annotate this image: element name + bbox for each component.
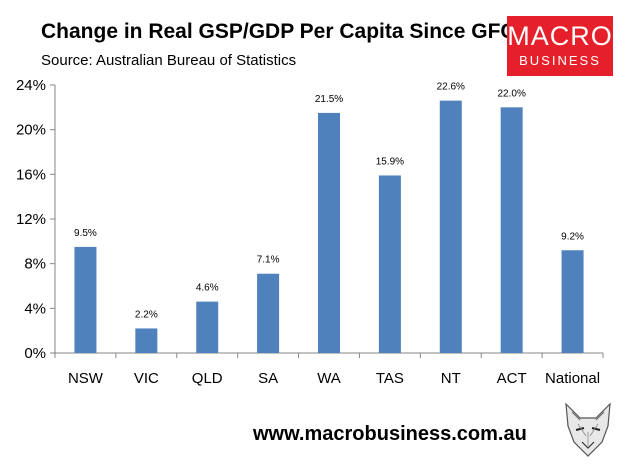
x-tick-label: ACT (497, 370, 527, 387)
logo-line-macro: MACRO (507, 21, 613, 51)
chart-subtitle: Source: Australian Bureau of Statistics (41, 52, 297, 69)
y-tick-label: 12% (16, 211, 46, 228)
data-label: 4.6% (196, 283, 219, 294)
y-tick-label: 8% (24, 256, 46, 273)
bar-act (500, 107, 523, 353)
x-tick-label: NSW (68, 370, 104, 387)
x-tick-label: QLD (192, 370, 223, 387)
x-tick-label: VIC (134, 370, 159, 387)
data-label: 21.5% (315, 94, 343, 105)
bar-national (561, 250, 584, 353)
y-tick-label: 4% (24, 300, 46, 317)
bar-wa (318, 112, 340, 354)
data-label: 9.2% (561, 231, 584, 242)
data-labels: 9.5% 2.2% 4.6% 7.1% 21.5% 15.9% 22.6% 22.0% 9.2% (74, 82, 584, 321)
y-tick-label: 0% (24, 345, 46, 362)
bar-chart: 0% 4% 8% 12% 16% 20% 24% NSW VIC QLD SA WA TAS NT ACT… (16, 77, 604, 387)
data-label: 2.2% (135, 309, 158, 320)
x-tick-label: TAS (376, 370, 404, 387)
bar-tas (378, 175, 401, 353)
footer-url: www.macrobusiness.com.au (253, 423, 527, 445)
bars (74, 100, 584, 354)
macrobusiness-logo: MACRO BUSINESS (507, 16, 613, 76)
x-axis: NSW VIC QLD SA WA TAS NT ACT National (54, 352, 604, 387)
x-tick-label: SA (258, 370, 278, 387)
y-tick-label: 24% (16, 77, 46, 94)
bar-qld (196, 301, 219, 353)
chart-title: Change in Real GSP/GDP Per Capita Since … (41, 20, 516, 43)
data-label: 22.0% (497, 88, 525, 99)
bar-vic (135, 328, 158, 353)
y-axis: 0% 4% 8% 12% 16% 20% 24% (16, 77, 56, 362)
data-label: 7.1% (257, 255, 280, 266)
bar-nsw (74, 246, 97, 353)
data-label: 15.9% (376, 156, 404, 167)
bar-nt (439, 100, 462, 353)
fox-logo-icon (565, 402, 611, 457)
data-label: 9.5% (74, 228, 97, 239)
x-tick-label: NT (441, 370, 461, 387)
data-label: 22.6% (437, 82, 465, 93)
y-tick-label: 16% (16, 166, 46, 183)
y-tick-label: 20% (16, 122, 46, 139)
x-tick-label: WA (317, 370, 341, 387)
x-tick-label: National (545, 370, 600, 387)
bar-sa (257, 273, 280, 353)
logo-line-business: BUSINESS (519, 53, 601, 68)
